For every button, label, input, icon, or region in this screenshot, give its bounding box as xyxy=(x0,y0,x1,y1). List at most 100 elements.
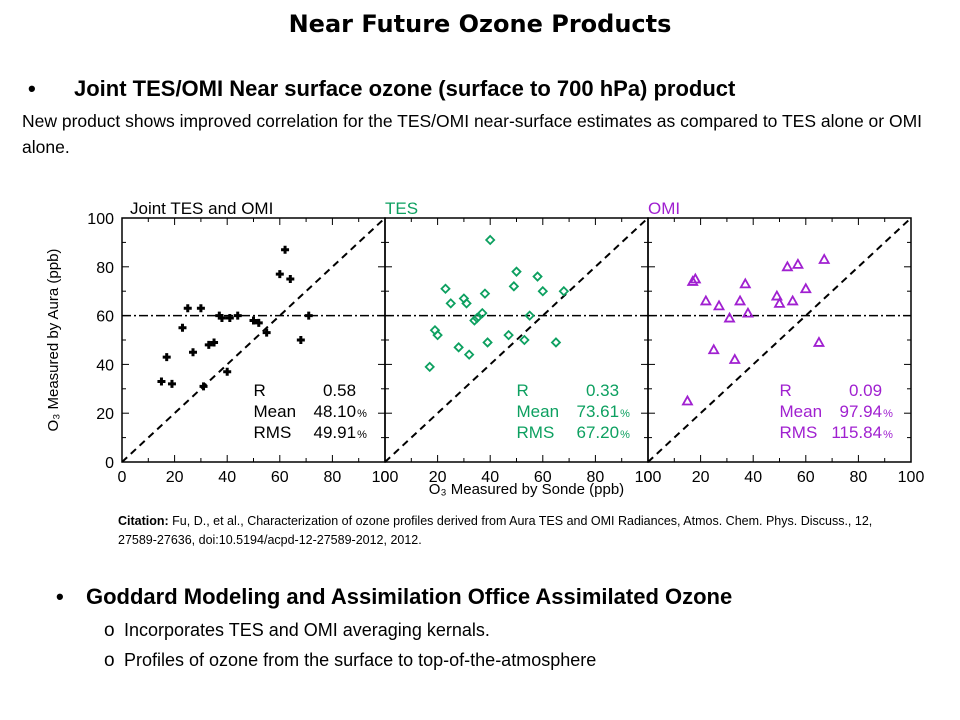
stat-value: 67.20 xyxy=(577,423,620,442)
x-tick-label: 100 xyxy=(372,469,399,486)
bullet-marker: • xyxy=(28,76,36,101)
y-tick-label: 20 xyxy=(96,406,114,423)
data-point xyxy=(424,361,435,373)
data-point xyxy=(157,377,166,386)
data-point xyxy=(484,234,496,246)
data-point xyxy=(199,382,208,391)
data-point xyxy=(741,306,754,318)
data-point xyxy=(773,297,786,308)
sub-bullet-marker: o xyxy=(104,650,115,671)
sub-bullet-text: Profiles of ozone from the surface to to… xyxy=(124,650,597,670)
data-point xyxy=(550,337,562,348)
stat-label: RMS xyxy=(780,423,818,442)
data-point xyxy=(537,285,549,297)
x-tick-label: 20 xyxy=(429,469,447,486)
data-point xyxy=(210,338,219,347)
data-point xyxy=(189,348,198,357)
citation: Citation: Fu, D., et al., Characterizati… xyxy=(118,512,898,550)
x-tick-label: 60 xyxy=(271,469,289,486)
data-point xyxy=(728,353,741,364)
data-point xyxy=(689,272,702,284)
data-point xyxy=(699,294,712,306)
panel-omi: 0 20 40 60 80 100 OMI R 0.09 Mean 97.94 % RMS 115.84% xyxy=(644,199,925,486)
stat-value: 0.33 xyxy=(586,381,619,400)
data-point xyxy=(503,329,514,341)
x-tick-label: 0 xyxy=(118,469,127,486)
data-point xyxy=(712,299,726,311)
x-tick-label: 20 xyxy=(166,469,184,486)
stat-value: 0.09 xyxy=(849,381,882,400)
y-tick-label: 80 xyxy=(96,260,114,277)
citation-label: Citation: xyxy=(118,514,169,528)
sub-bullet-profiles: o Profiles of ozone from the surface to t… xyxy=(104,650,596,672)
data-point xyxy=(233,311,242,320)
stat-unit: % xyxy=(883,408,893,420)
x-tick-label: 80 xyxy=(587,469,605,486)
stat-label: Mean xyxy=(780,402,823,421)
data-point xyxy=(469,315,480,326)
data-point xyxy=(286,275,295,283)
stat-unit: % xyxy=(357,408,367,420)
data-point xyxy=(463,349,475,360)
data-point xyxy=(786,294,799,306)
sub-bullet-kernels: o Incorporates TES and OMI averaging kern… xyxy=(104,620,490,642)
data-point xyxy=(432,329,443,341)
stat-value: 97.94 xyxy=(840,402,883,421)
data-point xyxy=(162,353,171,362)
y-tick-label: 40 xyxy=(96,357,114,374)
data-point xyxy=(461,298,472,309)
data-point xyxy=(770,289,783,301)
data-point xyxy=(440,283,451,295)
citation-text: Fu, D., et al., Characterization of ozon… xyxy=(118,514,873,547)
x-tick-label: 0 xyxy=(381,469,390,486)
data-point xyxy=(445,298,457,309)
data-point xyxy=(812,336,825,347)
data-point xyxy=(217,314,226,323)
y-tick-label: 60 xyxy=(96,309,114,326)
x-tick-label: 60 xyxy=(797,469,815,486)
data-point xyxy=(707,343,720,355)
panel-joint-tes-and-omi: 0 20 40 60 80 100 Joint TES and OMI R 0.58 Mean 48… xyxy=(118,199,399,486)
data-point xyxy=(739,277,752,289)
bullet-heading: Goddard Modeling and Assimilation Office… xyxy=(86,584,733,609)
data-point xyxy=(781,260,794,272)
bullet-joint-product: • Joint TES/OMI Near surface ozone (surfa… xyxy=(28,76,735,102)
data-point xyxy=(791,258,804,269)
x-tick-label: 40 xyxy=(481,469,499,486)
stat-unit: % xyxy=(357,429,367,441)
x-tick-label: 20 xyxy=(692,469,710,486)
data-point xyxy=(254,318,263,327)
panel-tes: 0 20 40 60 80 100 TES R 0.33 Mean 73.61 % RMS 67.20% xyxy=(381,199,662,486)
x-tick-label: 0 xyxy=(644,469,653,486)
stat-label: R xyxy=(780,381,792,400)
x-tick-label: 40 xyxy=(218,469,236,486)
data-point xyxy=(477,307,488,319)
x-tick-label: 60 xyxy=(534,469,552,486)
data-point xyxy=(558,285,570,297)
stat-label: R xyxy=(517,381,529,400)
bullet-heading: Joint TES/OMI Near surface ozone (surfac… xyxy=(74,76,736,101)
stat-value: 49.91 xyxy=(314,423,357,442)
stat-value: 115.84 xyxy=(831,423,882,442)
stat-unit: % xyxy=(620,429,630,441)
slide-title: Near Future Ozone Products xyxy=(288,10,672,38)
data-point xyxy=(304,311,313,320)
panel-title: Joint TES and OMI xyxy=(130,199,273,218)
description-text: New product shows improved correlation f… xyxy=(22,111,923,157)
data-point xyxy=(686,275,699,286)
data-point xyxy=(183,304,192,313)
stat-value: 48.10 xyxy=(314,402,357,421)
stat-label: RMS xyxy=(254,423,292,442)
panel-title: TES xyxy=(385,199,418,218)
data-point xyxy=(524,310,535,321)
data-point xyxy=(799,282,812,294)
data-point xyxy=(681,394,694,406)
stat-label: RMS xyxy=(517,423,555,442)
data-point xyxy=(479,288,491,299)
stat-value: 73.61 xyxy=(577,402,620,421)
x-tick-label: 80 xyxy=(324,469,342,486)
stat-unit: % xyxy=(620,408,630,420)
stat-value: 0.58 xyxy=(323,381,356,400)
stat-label: R xyxy=(254,381,266,400)
data-point xyxy=(508,281,520,292)
